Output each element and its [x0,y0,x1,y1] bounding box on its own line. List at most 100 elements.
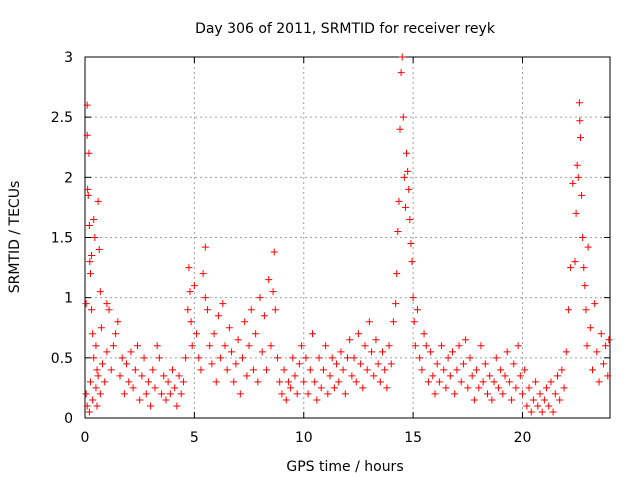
data-point [212,378,220,386]
data-point [576,117,584,125]
data-point [602,342,610,350]
data-point [127,348,135,356]
data-point [429,372,437,380]
data-point [302,354,310,362]
data-point [560,384,568,392]
data-point [225,324,233,332]
data-point [389,318,397,326]
data-point [385,342,393,350]
data-point [295,360,303,368]
data-point [357,360,365,368]
data-point [333,360,341,368]
data-point [138,372,146,380]
x-tick-label: 5 [190,430,199,446]
data-point [538,408,546,416]
data-point [107,366,115,374]
data-point [85,221,93,229]
data-point [85,149,93,157]
data-point [583,342,591,350]
data-point [116,372,124,380]
data-point [256,294,264,302]
data-point [175,372,183,380]
data-point [120,390,128,398]
data-point [589,366,596,374]
data-point [440,366,448,374]
data-point [83,131,91,139]
data-point [223,366,231,374]
data-point [230,378,238,386]
data-point [422,342,430,350]
data-point [86,378,94,386]
data-point [534,402,542,410]
data-point [527,408,535,416]
data-point [374,360,382,368]
data-point [239,354,246,362]
data-point [147,402,155,410]
data-point [564,306,572,314]
data-point [82,390,90,398]
data-point [149,366,157,374]
data-point [92,342,100,350]
data-point [214,312,222,320]
data-point [249,366,257,374]
data-point [123,360,131,368]
data-point [304,390,312,398]
data-point [365,318,373,326]
data-point [418,366,426,374]
data-point [462,336,470,344]
data-point [532,378,540,386]
data-point [96,390,104,398]
data-point [401,203,409,211]
data-point [361,342,369,350]
data-point [499,390,507,398]
data-point [88,306,96,314]
data-point [311,378,319,386]
data-point [395,197,403,205]
data-point [387,360,395,368]
data-point [438,342,446,350]
data-point [131,366,139,374]
data-point [153,342,161,350]
data-point [453,366,461,374]
data-point [510,360,518,368]
data-point [586,324,594,332]
data-point [407,240,415,248]
data-point [466,354,474,362]
data-point [206,342,214,350]
data-point [86,270,94,278]
data-point [405,185,413,193]
data-point [287,384,295,392]
data-point [142,390,150,398]
data-point [505,378,513,386]
data-point [276,378,284,386]
chart-title: Day 306 of 2011, SRMTID for receiver rey… [195,21,496,37]
data-point [433,360,441,368]
data-point [406,215,414,223]
data-point [595,378,603,386]
data-point [105,306,113,314]
y-tick-label: 1 [64,291,73,307]
data-point [514,342,522,350]
axis-ticks: 0 0.5 1 1.5 2 2.5 3 0 5 10 15 20 [51,50,610,446]
data-point [278,390,286,398]
data-point [267,342,275,350]
data-point [451,390,459,398]
data-point [151,384,159,392]
data-point [584,243,592,251]
data-point [96,288,104,296]
data-point [529,396,537,404]
data-point [446,372,454,380]
data-point [221,342,229,350]
data-point [324,390,332,398]
data-point [136,396,144,404]
data-point [210,330,218,338]
data-point [284,378,292,386]
data-point [269,288,277,296]
data-point [582,306,590,314]
data-point [195,354,203,362]
data-point [90,354,98,362]
data-point [134,342,141,350]
data-point [593,348,601,356]
data-point [562,348,570,356]
y-tick-label: 2.5 [51,110,73,126]
